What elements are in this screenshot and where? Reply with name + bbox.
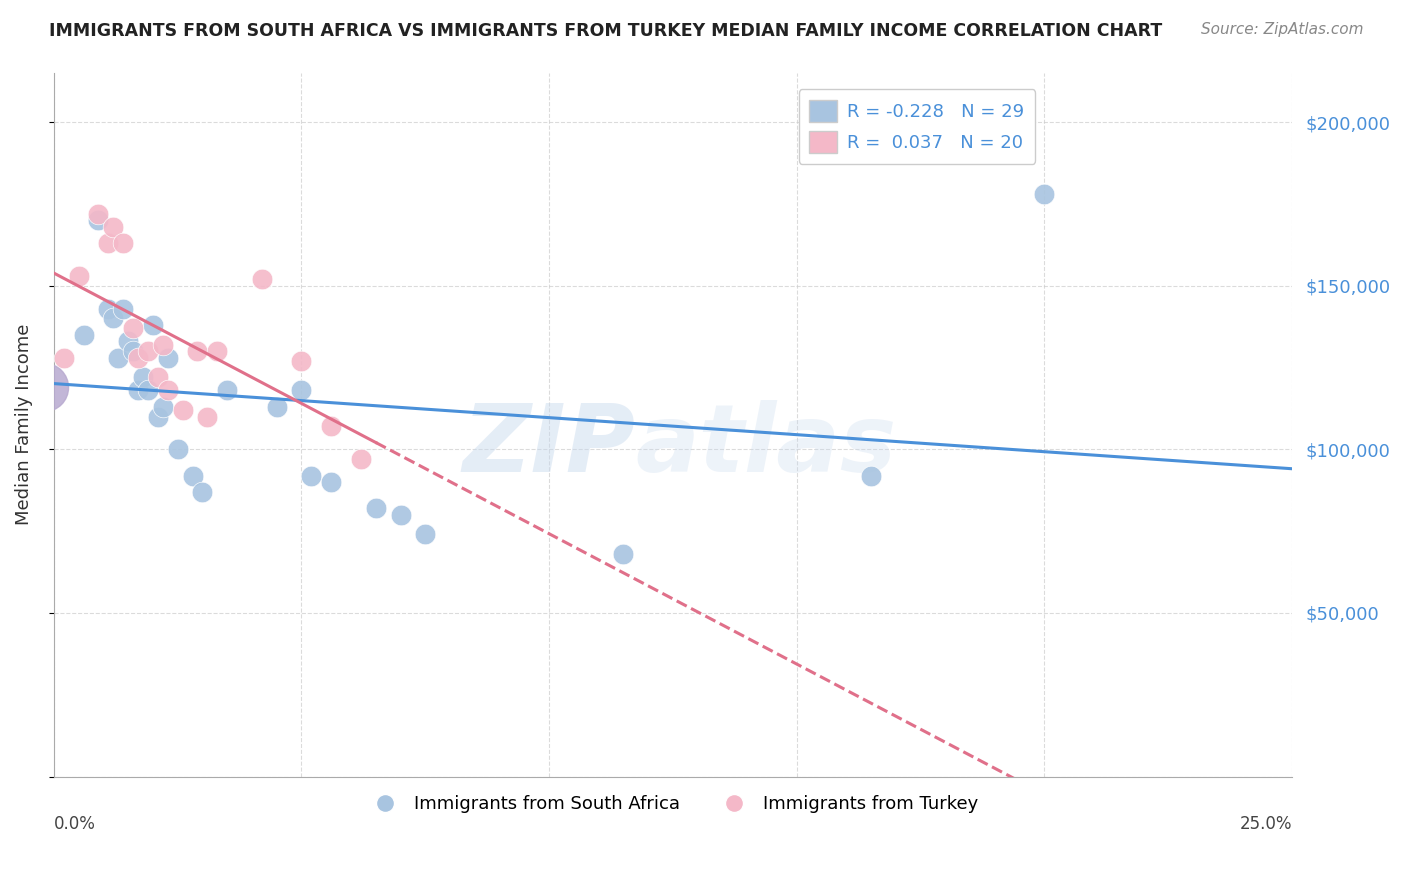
Point: [217, 384, 239, 398]
Point: [250, 272, 273, 286]
Text: 0.0%: 0.0%: [53, 815, 96, 833]
Point: [87, 207, 110, 221]
Point: [413, 527, 436, 541]
Point: [87, 213, 110, 227]
Point: [107, 351, 129, 365]
Point: [142, 318, 165, 332]
Point: [266, 400, 288, 414]
Point: [127, 384, 149, 398]
Text: ZIP: ZIP: [463, 400, 636, 491]
Point: [136, 344, 159, 359]
Y-axis label: Median Family Income: Median Family Income: [15, 324, 32, 525]
Point: [389, 508, 412, 522]
Point: [166, 442, 188, 457]
Legend: Immigrants from South Africa, Immigrants from Turkey: Immigrants from South Africa, Immigrants…: [360, 788, 986, 821]
Point: [1033, 187, 1056, 202]
Point: [172, 403, 194, 417]
Text: atlas: atlas: [636, 400, 897, 491]
Point: [52, 351, 75, 365]
Point: [186, 344, 208, 359]
Point: [299, 468, 322, 483]
Point: [32, 380, 55, 394]
Point: [122, 344, 145, 359]
Point: [290, 354, 312, 368]
Point: [181, 468, 204, 483]
Point: [152, 400, 174, 414]
Point: [103, 311, 125, 326]
Point: [97, 301, 120, 316]
Point: [859, 468, 882, 483]
Point: [350, 452, 373, 467]
Point: [364, 501, 387, 516]
Text: 25.0%: 25.0%: [1240, 815, 1292, 833]
Point: [146, 370, 169, 384]
Point: [321, 419, 343, 434]
Point: [67, 268, 90, 283]
Point: [127, 351, 149, 365]
Point: [117, 334, 139, 349]
Point: [136, 384, 159, 398]
Point: [132, 370, 155, 384]
Point: [195, 409, 218, 424]
Point: [191, 484, 214, 499]
Text: Source: ZipAtlas.com: Source: ZipAtlas.com: [1201, 22, 1364, 37]
Point: [321, 475, 343, 489]
Point: [72, 327, 94, 342]
Text: IMMIGRANTS FROM SOUTH AFRICA VS IMMIGRANTS FROM TURKEY MEDIAN FAMILY INCOME CORR: IMMIGRANTS FROM SOUTH AFRICA VS IMMIGRAN…: [49, 22, 1163, 40]
Point: [122, 321, 145, 335]
Point: [103, 219, 125, 234]
Point: [290, 384, 312, 398]
Point: [112, 301, 135, 316]
Point: [207, 344, 229, 359]
Point: [156, 351, 179, 365]
Point: [612, 547, 634, 561]
Point: [97, 236, 120, 251]
Point: [146, 409, 169, 424]
Point: [152, 337, 174, 351]
Point: [156, 384, 179, 398]
Point: [112, 236, 135, 251]
